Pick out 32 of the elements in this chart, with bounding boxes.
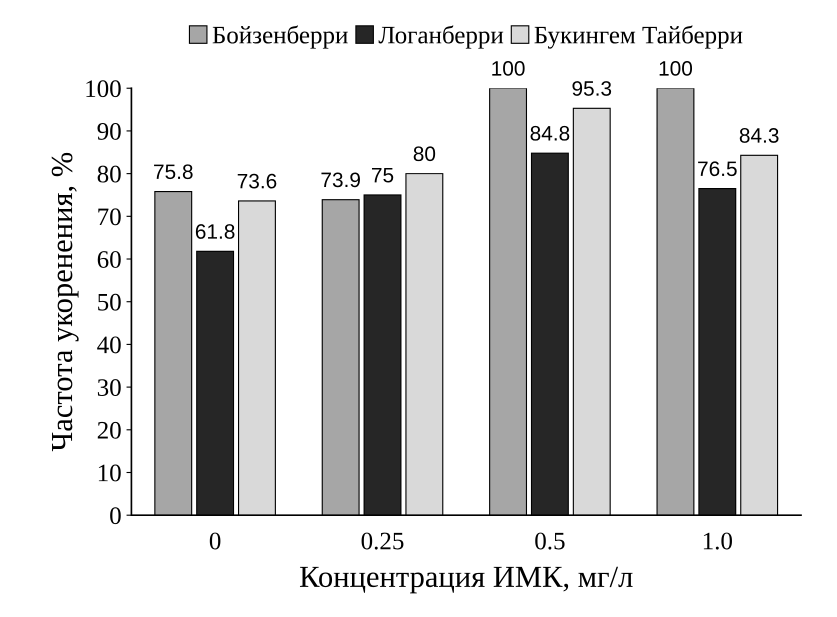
x-tick-label: 1.0 [704, 532, 732, 550]
legend-label: Логанберри [378, 25, 504, 49]
y-tick-label: 40 [97, 336, 121, 354]
data-label: 100 [492, 61, 525, 76]
legend-label: Бойзенберри [212, 25, 348, 49]
y-axis-title: Частота укоренения, % [52, 152, 79, 452]
y-tick-label: 30 [98, 379, 121, 396]
y-tick-label: 90 [97, 122, 121, 140]
y-tick-label: 0 [110, 507, 121, 524]
data-label: 75.8 [154, 164, 193, 180]
x-tick-label: 0.5 [535, 532, 565, 550]
data-label: 61.8 [196, 224, 234, 239]
data-label: 73.6 [238, 174, 276, 188]
y-tick-label: 60 [98, 251, 121, 268]
data-label: 75 [372, 168, 394, 183]
data-label: 84.8 [530, 126, 570, 141]
y-tick-label: 50 [98, 294, 121, 311]
data-label: 76.5 [698, 161, 737, 176]
y-tick-label: 10 [98, 464, 121, 482]
x-tick-label: 0.25 [362, 532, 404, 550]
y-tick-label: 70 [98, 208, 121, 226]
x-axis-title: Концентрация ИМК, мг/л [300, 566, 633, 594]
data-label: 100 [660, 61, 692, 76]
x-tick-label: 0 [210, 532, 220, 550]
y-tick-label: 80 [98, 166, 121, 183]
y-tick-label: 20 [98, 422, 121, 439]
data-label: 73.9 [321, 172, 360, 188]
y-tick-label: 100 [86, 80, 121, 98]
data-label: 80 [414, 146, 436, 162]
data-label: 84.3 [740, 128, 779, 143]
legend-label: Букингем Тайберри [534, 25, 742, 49]
data-label: 95.3 [572, 81, 612, 96]
